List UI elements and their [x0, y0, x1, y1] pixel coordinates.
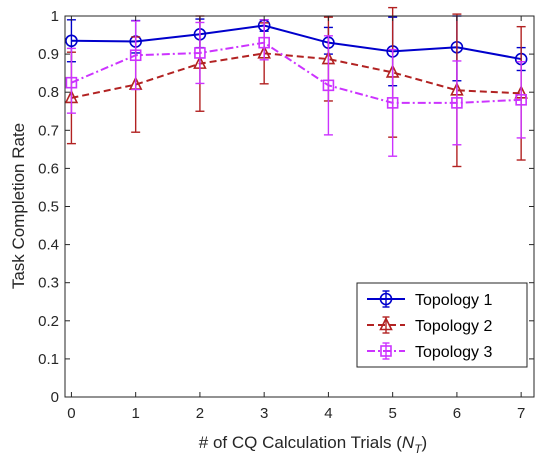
legend-entry-3: Topology 3	[367, 342, 492, 361]
x-axis-label-main: # of CQ Calculation Trials (	[199, 433, 402, 452]
data-point	[65, 34, 78, 48]
y-tick-label: 0.8	[38, 84, 59, 101]
x-axis-label: # of CQ Calculation Trials (NT)	[199, 433, 427, 456]
x-tick-label: 3	[260, 405, 268, 422]
x-axis-label-close: )	[422, 433, 428, 452]
series-3	[65, 19, 527, 157]
series-line	[71, 24, 522, 61]
y-tick-label: 0.1	[38, 351, 59, 368]
data-point	[451, 97, 463, 109]
y-tick-label: 1	[51, 8, 59, 25]
legend-label: Topology 3	[415, 344, 492, 361]
legend-entry-2: Topology 2	[367, 316, 492, 335]
x-tick-label: 2	[196, 405, 204, 422]
x-tick-label: 7	[517, 405, 525, 422]
x-tick-label: 6	[453, 405, 461, 422]
y-tick-label: 0.4	[38, 237, 59, 254]
series-layer	[64, 6, 528, 168]
y-tick-label: 0.5	[38, 199, 59, 216]
data-point	[515, 94, 527, 106]
data-point	[129, 49, 142, 62]
y-tick-label: 0.9	[38, 46, 59, 63]
y-tick-label: 0.6	[38, 160, 59, 177]
data-point	[194, 47, 206, 59]
legend: Topology 1 Topology 2 Topology 3	[356, 282, 528, 368]
y-axis-label: Task Completion Rate	[9, 123, 28, 289]
legend-label: Topology 2	[415, 318, 492, 335]
y-tick-label: 0.2	[38, 313, 59, 330]
data-point	[386, 97, 399, 109]
data-point	[65, 76, 78, 89]
y-tick-label: 0.3	[38, 275, 59, 292]
data-point	[258, 36, 270, 49]
legend-entry-1: Topology 1	[367, 290, 492, 309]
y-tick-label: 0.7	[38, 122, 59, 139]
x-tick-label: 0	[67, 405, 75, 422]
x-tick-label: 5	[388, 405, 396, 422]
error-bar	[66, 47, 76, 114]
x-tick-label: 4	[324, 405, 332, 422]
legend-marker	[380, 345, 392, 357]
data-point	[322, 79, 335, 92]
x-tick-label: 1	[131, 405, 139, 422]
series-line	[71, 41, 522, 104]
axes-layer: 0 1 2 3 4 5 6 7 0 0.1 0.2 0.3 0.4 0.5 0.6 0.7 0.8 0.9 1	[38, 8, 535, 422]
legend-marker	[379, 292, 393, 306]
x-axis-label-var: N	[402, 433, 415, 452]
y-tick-label: 0	[51, 389, 59, 406]
x-axis-label-sub: T	[414, 442, 423, 456]
legend-marker	[379, 316, 393, 331]
legend-label: Topology 1	[415, 292, 492, 309]
